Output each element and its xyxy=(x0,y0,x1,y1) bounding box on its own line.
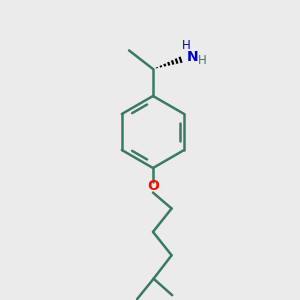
Text: N: N xyxy=(187,50,199,64)
Text: H: H xyxy=(182,39,191,52)
Text: O: O xyxy=(147,179,159,193)
Text: H: H xyxy=(197,53,206,67)
